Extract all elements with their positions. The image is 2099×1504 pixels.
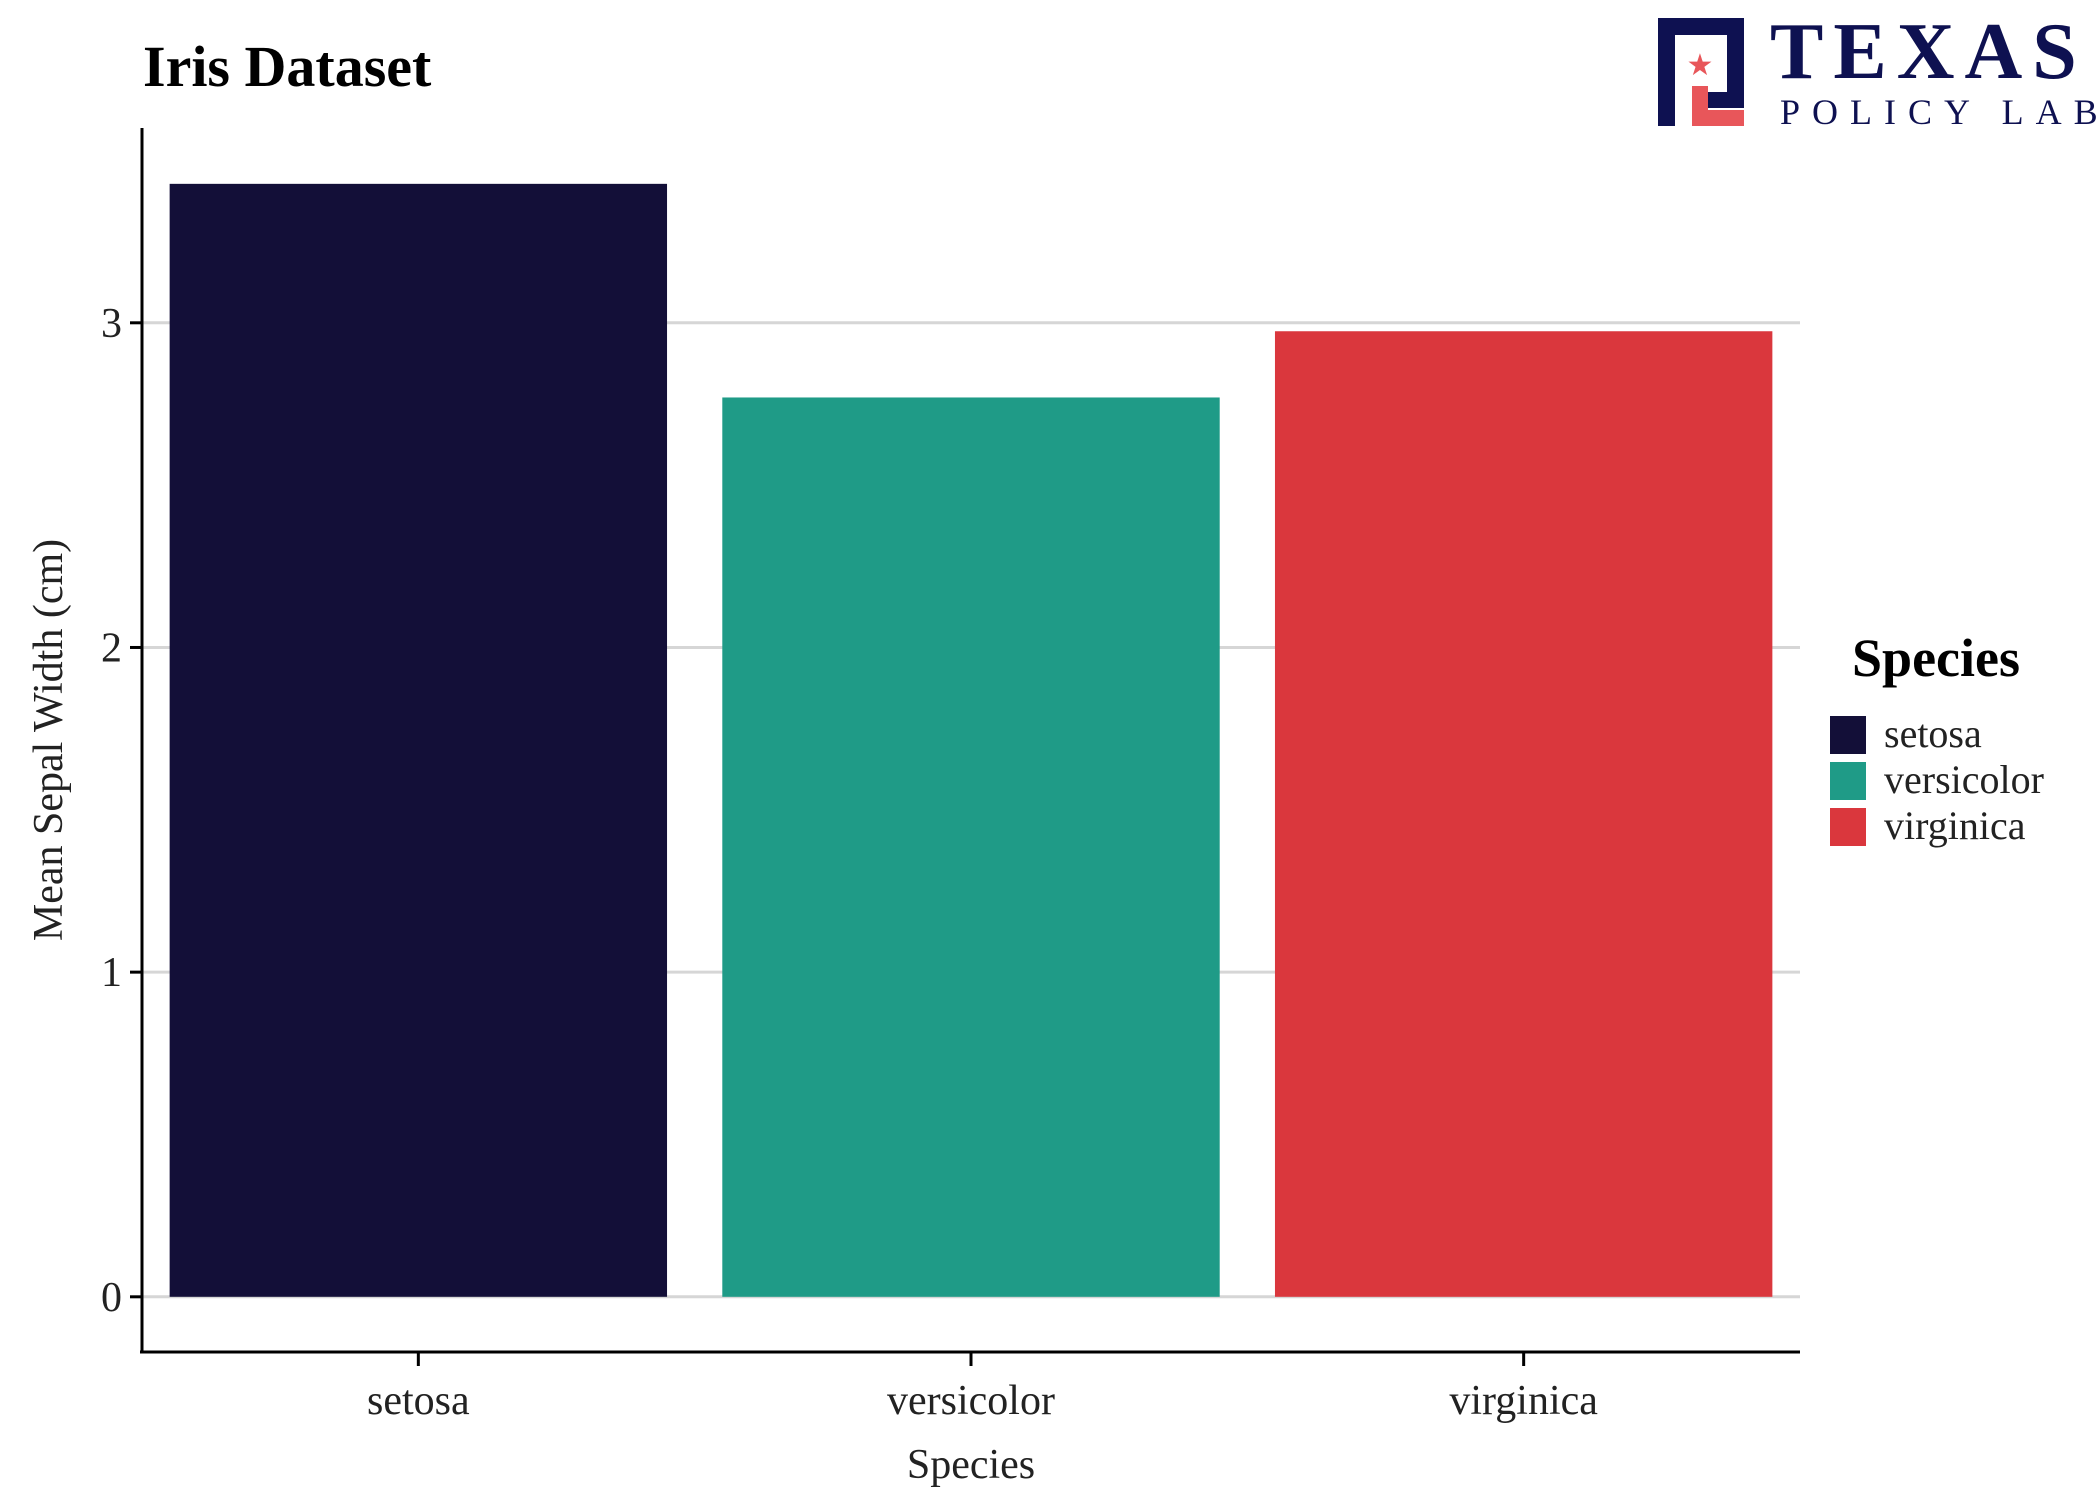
logo-frame-right	[1727, 18, 1744, 108]
x-tick-label: setosa	[367, 1378, 470, 1424]
logo-frame-left	[1658, 18, 1675, 126]
y-tick-label: 0	[101, 1275, 122, 1321]
logo-frame-top	[1658, 18, 1744, 35]
legend-swatch-versicolor	[1830, 762, 1866, 800]
x-tick-label: virginica	[1449, 1378, 1598, 1424]
legend-title: Species	[1852, 628, 2020, 688]
texas-policy-lab-logo: ★ TEXAS POLICY LAB	[1658, 8, 2099, 132]
x-axis-ticks: setosa versicolor virginica	[367, 1352, 1598, 1424]
y-tick-label: 1	[101, 950, 122, 996]
bar-setosa	[169, 183, 668, 1297]
logo-star-icon: ★	[1687, 49, 1714, 82]
legend-swatch-virginica	[1830, 808, 1866, 846]
x-axis-label: Species	[907, 1442, 1035, 1488]
y-tick-label: 3	[101, 301, 122, 347]
y-axis-ticks: 0 1 2 3	[101, 301, 142, 1321]
y-tick-label: 2	[101, 625, 122, 671]
legend-label-setosa: setosa	[1884, 711, 1982, 756]
bars	[169, 183, 1773, 1297]
logo-red-block-horizontal	[1692, 110, 1744, 126]
bar-virginica	[1274, 331, 1773, 1297]
x-tick-label: versicolor	[887, 1378, 1055, 1424]
legend-label-versicolor: versicolor	[1884, 757, 2044, 802]
logo-sub-text: POLICY LAB	[1780, 92, 2099, 132]
chart-title: Iris Dataset	[143, 34, 432, 99]
legend-label-virginica: virginica	[1884, 803, 2026, 848]
y-axis-label: Mean Sepal Width (cm)	[26, 539, 72, 941]
bar-versicolor	[722, 397, 1220, 1297]
logo-main-text: TEXAS	[1770, 8, 2087, 96]
legend-swatch-setosa	[1830, 716, 1866, 754]
